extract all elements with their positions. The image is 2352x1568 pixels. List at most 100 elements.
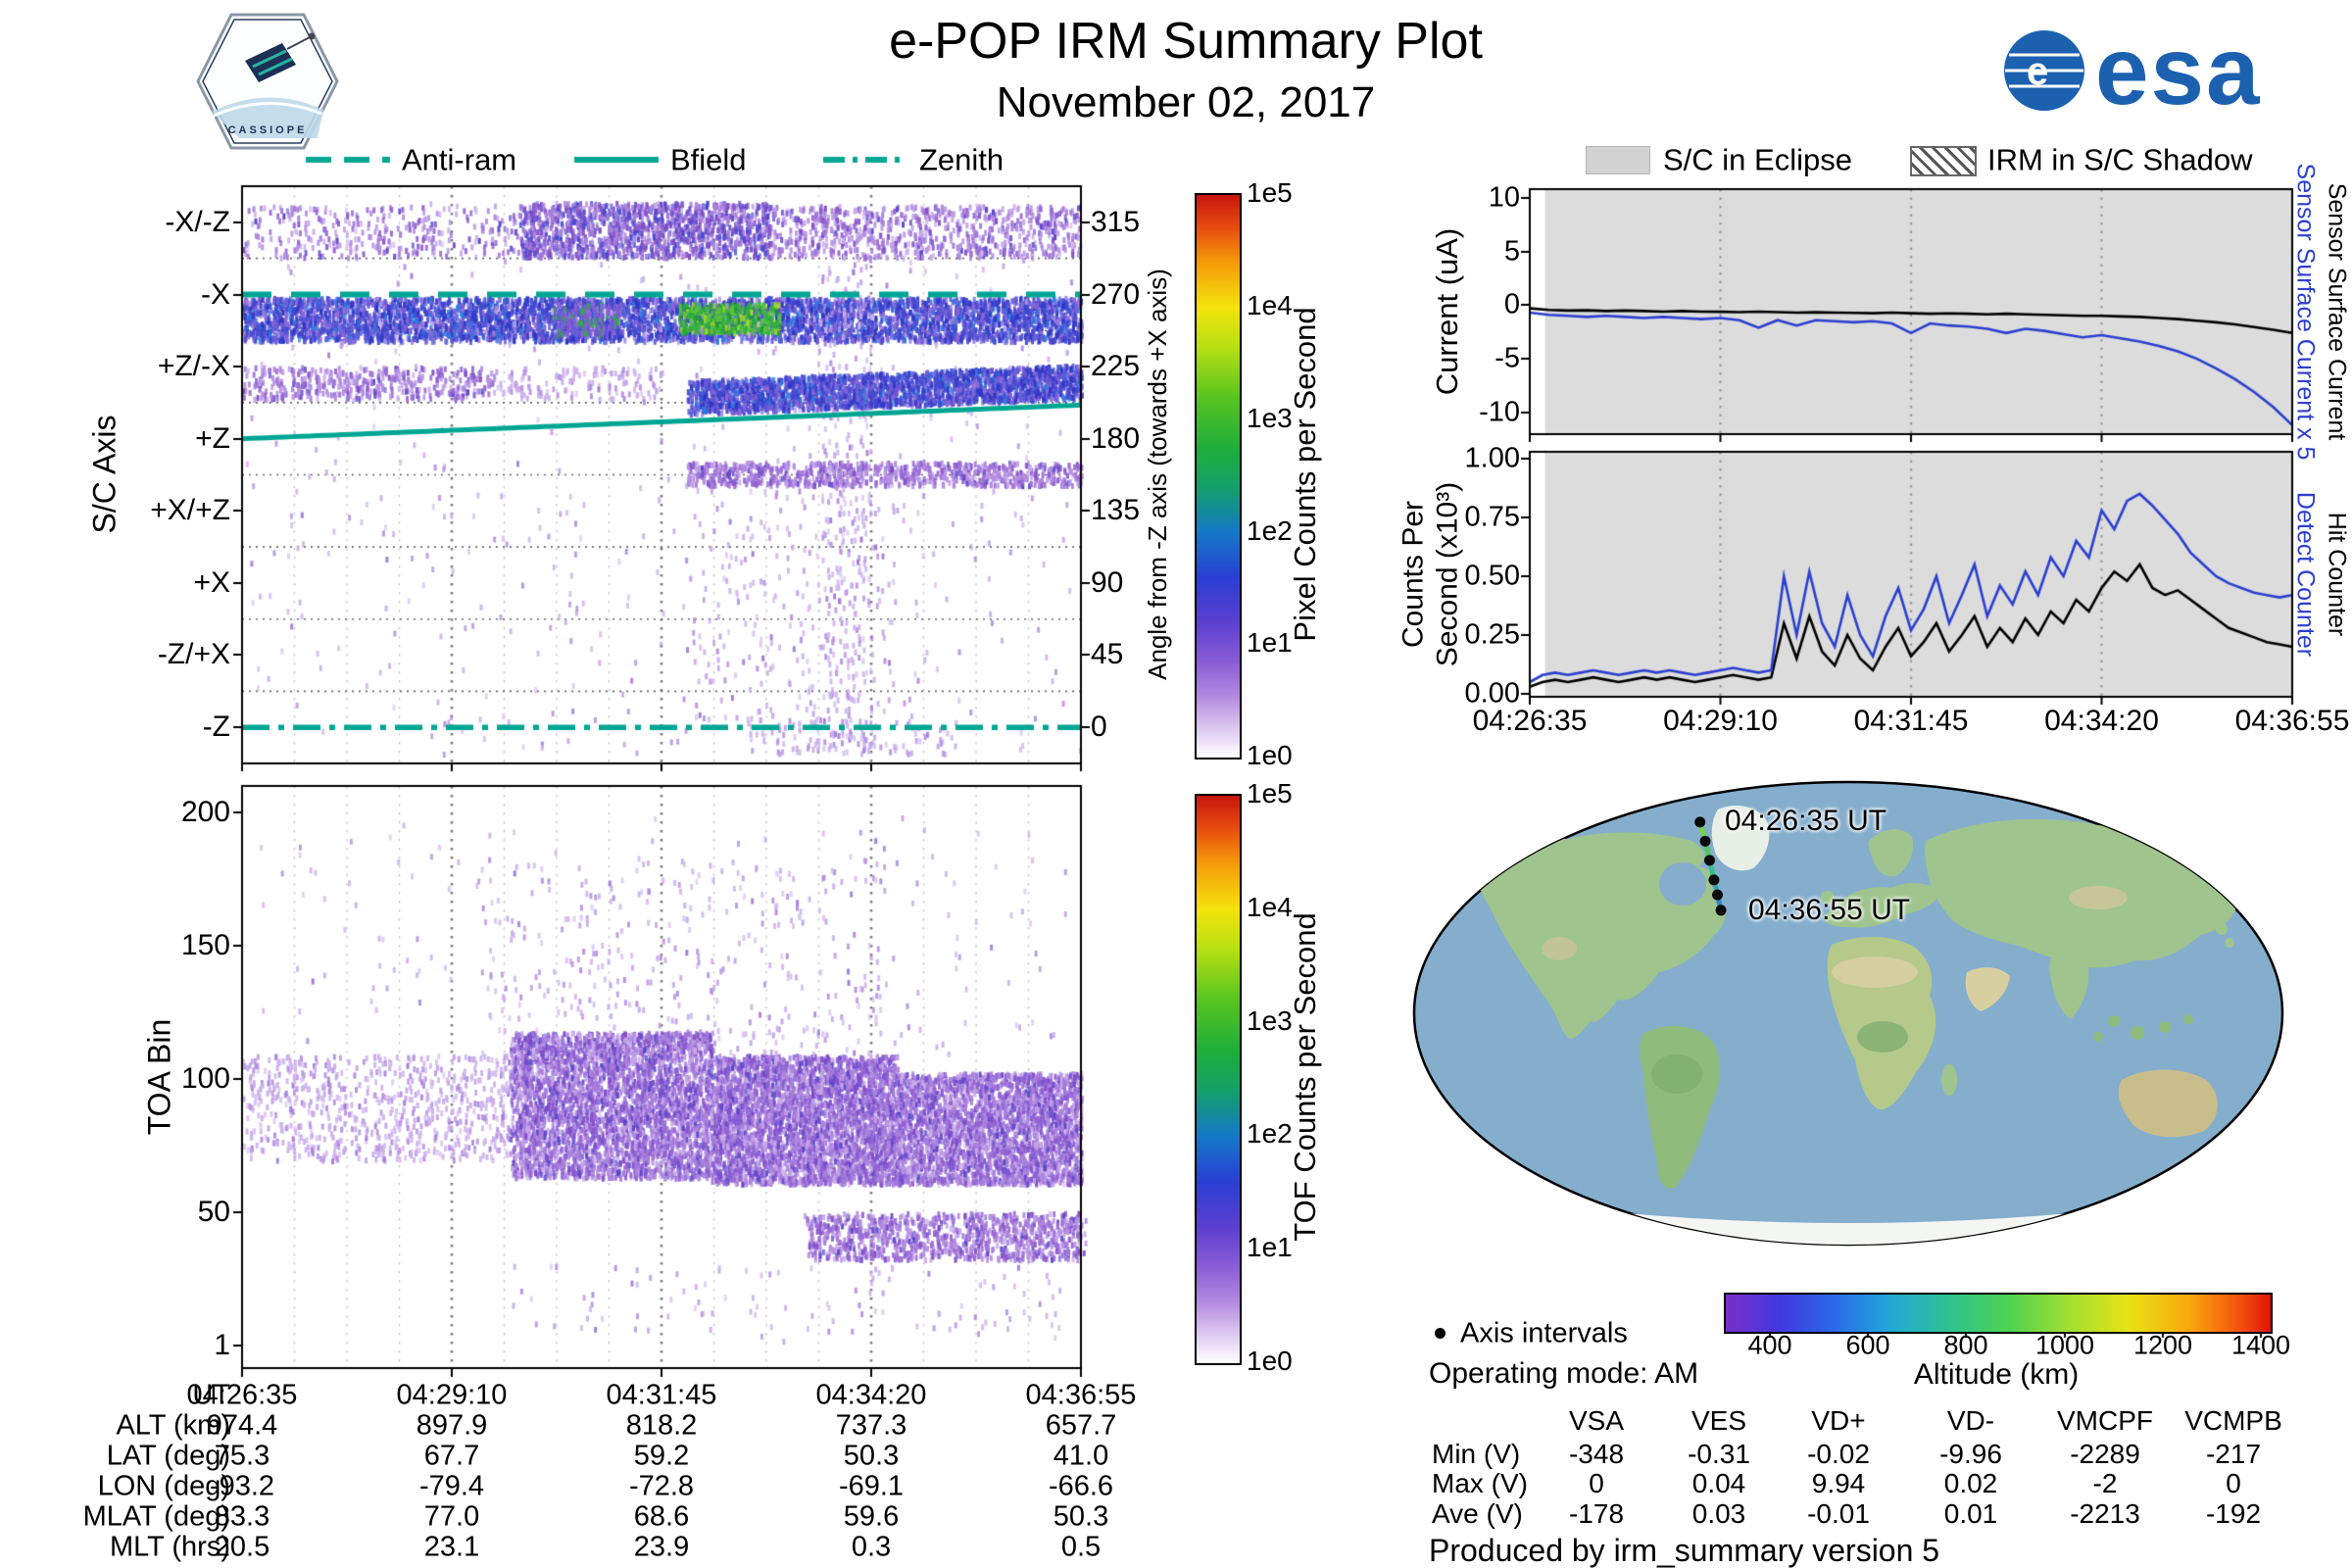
tof-cbar-tick: 1e1	[1247, 1232, 1293, 1262]
eclipse-legend-label: S/C in Eclipse	[1663, 142, 1852, 177]
ephemeris-cell: 41.0	[1053, 1440, 1109, 1472]
new-zealand	[2246, 1144, 2256, 1153]
legend-antiram-label: Anti-ram	[402, 142, 517, 177]
voltage-cell: -0.31	[1688, 1439, 1750, 1469]
legend-zenith-label: Zenith	[919, 142, 1004, 177]
tof-cbar-tick: 1e5	[1247, 778, 1293, 808]
pixel-counts-colorbar-label: Pixel Counts per Second	[1288, 307, 1323, 642]
angle-ytick-right: 180	[1091, 422, 1141, 455]
tof-counts-colorbar-label: TOF Counts per Second	[1288, 912, 1323, 1242]
ephemeris-cell: 0.3	[851, 1531, 892, 1563]
legend-bfield-label: Bfield	[670, 142, 747, 177]
ephemeris-cell: 50.3	[1053, 1500, 1109, 1533]
axis-ytick-left: +X	[193, 566, 230, 599]
altitude-tick: 1200	[2132, 1330, 2193, 1360]
ground-track	[1694, 816, 1727, 916]
voltage-cell: 9.94	[1811, 1468, 1866, 1498]
sensor-current-x5-label: Sensor Surface Current x 5	[2291, 163, 2320, 461]
angle-ytick-right: 315	[1091, 206, 1141, 238]
time-axis-tick: 04:31:45	[1853, 705, 1969, 737]
ephemeris-row-label: LON (deg)	[97, 1470, 230, 1502]
voltage-row-label: Min (V)	[1432, 1439, 1521, 1469]
current-ytick: 10	[1488, 181, 1520, 214]
ephemeris-cell: 04:34:20	[815, 1379, 927, 1411]
australia	[2118, 1069, 2218, 1138]
ephemeris-row-label: ALT (km)	[116, 1409, 230, 1442]
voltage-cell: 0.04	[1691, 1468, 1746, 1498]
time-axis-tick: 04:26:35	[1472, 705, 1588, 737]
ephemeris-row-label: UT	[192, 1379, 230, 1411]
voltage-cell: 0.03	[1691, 1498, 1746, 1529]
altitude-tick: 600	[1845, 1330, 1890, 1360]
voltage-cell: -192	[2205, 1498, 2262, 1529]
axis-ytick-left: -X/-Z	[165, 206, 230, 238]
ephemeris-cell: 04:29:10	[396, 1379, 508, 1411]
india	[2049, 956, 2089, 1019]
esa-wordmark: esa	[2095, 17, 2262, 124]
esa-globe-e: e	[2027, 50, 2048, 93]
counts-ytick: 0.25	[1464, 618, 1520, 651]
madagascar	[1941, 1064, 1957, 1096]
ephemeris-cell: -93.2	[209, 1470, 275, 1502]
detect-counter-label: Detect Counter	[2291, 491, 2320, 658]
track-point	[1715, 905, 1727, 916]
altitude-bar-label: Altitude (km)	[1913, 1358, 2080, 1391]
voltage-col-header: VMCPF	[2057, 1405, 2153, 1436]
ephemeris-cell: -66.6	[1048, 1470, 1114, 1502]
sahara	[1832, 956, 1918, 988]
current-ytick: 5	[1503, 235, 1520, 268]
voltage-cell: 0.01	[1943, 1498, 1998, 1529]
ephemeris-cell: -72.8	[628, 1470, 695, 1502]
counts-ytick: 1.00	[1464, 442, 1520, 474]
pixel-cbar-tick: 1e5	[1247, 177, 1293, 208]
voltage-col-header: VD+	[1811, 1405, 1866, 1436]
toa-ytick: 50	[197, 1196, 230, 1228]
tof-cbar-tick: 1e4	[1247, 892, 1293, 922]
altitude-colorbar	[1724, 1293, 2273, 1334]
cassiope-mission-patch: CASSIOPE	[196, 13, 339, 150]
counts-ylabel: Counts Per Second (x10³)	[1396, 481, 1464, 667]
current-ytick: -5	[1494, 342, 1520, 374]
ephemeris-cell: 0.5	[1060, 1531, 1102, 1563]
ephemeris-cell: 20.5	[214, 1531, 270, 1563]
tof-cbar-tick: 1e3	[1247, 1005, 1293, 1036]
ephemeris-cell: 23.9	[633, 1531, 690, 1563]
voltage-cell: 0	[2226, 1468, 2241, 1498]
voltage-col-header: VD-	[1946, 1405, 1995, 1436]
british-isles	[1821, 891, 1835, 905]
eclipse-swatch	[1586, 146, 1650, 174]
axis-ytick-left: -Z	[202, 710, 230, 743]
angle-axis-label: Angle from -Z axis (towards +X axis)	[1143, 269, 1173, 680]
sensor-current-label: Sensor Surface Current	[2323, 182, 2351, 441]
ephemeris-row-label: MLAT (deg)	[82, 1500, 230, 1533]
angle-ytick-right: 270	[1091, 278, 1141, 311]
ephemeris-cell: 59.2	[633, 1440, 690, 1472]
shadow-hatch-swatch	[1910, 146, 1977, 176]
angle-ytick-right: 225	[1091, 350, 1141, 382]
voltage-cell: -348	[1568, 1439, 1625, 1469]
voltage-cell: -217	[2205, 1439, 2262, 1469]
pixel-cbar-tick: 1e4	[1247, 290, 1293, 320]
angle-ytick-right: 90	[1091, 566, 1124, 599]
ephemeris-cell: 04:26:35	[186, 1379, 298, 1411]
time-axis-tick: 04:29:10	[1663, 705, 1778, 737]
altitude-tick: 1400	[2230, 1330, 2291, 1360]
angle-ytick-right: 135	[1091, 494, 1141, 526]
voltage-row-label: Ave (V)	[1432, 1498, 1523, 1529]
counts-ytick: 0.00	[1464, 677, 1520, 710]
tof-cbar-tick: 1e2	[1247, 1118, 1293, 1149]
page-title: e-POP IRM Summary Plot	[889, 13, 1483, 70]
ephemeris-cell: 04:36:55	[1025, 1379, 1137, 1411]
voltage-cell: -178	[1568, 1498, 1625, 1529]
counts-ytick: 0.75	[1464, 501, 1520, 533]
esa-logo: e esa	[2004, 17, 2262, 124]
ephemeris-cell: 897.9	[416, 1409, 488, 1442]
current-ylabel: Current (uA)	[1430, 227, 1465, 396]
toa-ylabel: TOA Bin	[141, 1018, 177, 1136]
ephemeris-cell: 23.1	[423, 1531, 480, 1563]
arabia	[1965, 967, 2010, 1011]
track-point	[1712, 889, 1723, 901]
map-continents	[1442, 806, 2261, 1245]
page-date: November 02, 2017	[996, 78, 1376, 126]
ephemeris-cell: 818.2	[625, 1409, 698, 1442]
